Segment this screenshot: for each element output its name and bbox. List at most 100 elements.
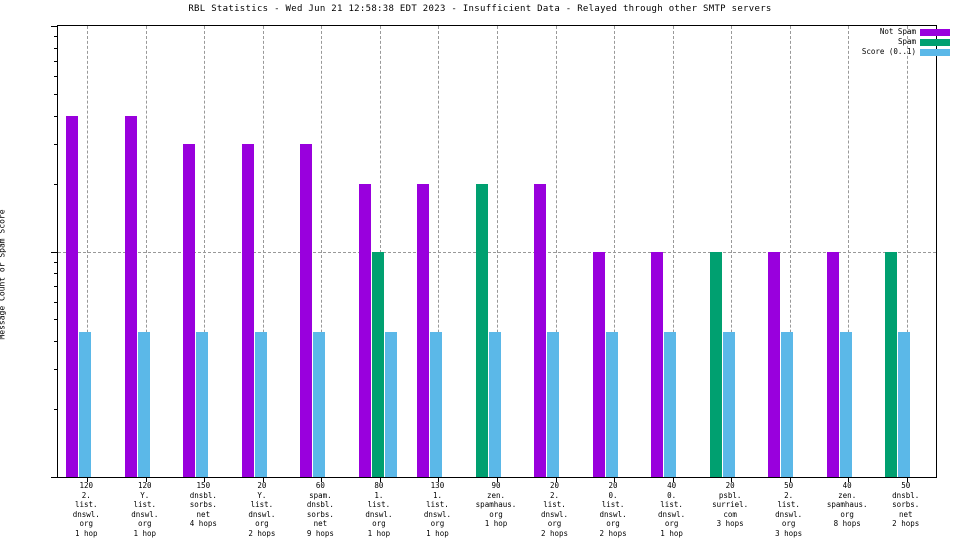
legend-swatch xyxy=(920,38,950,46)
gridline-vertical xyxy=(673,26,674,477)
bar-not-spam xyxy=(768,251,781,477)
y-tick-minor xyxy=(54,261,58,263)
gridline-vertical xyxy=(438,26,439,477)
gridline-vertical xyxy=(848,26,849,477)
y-axis-title: Message Count or Spam Score xyxy=(0,209,7,340)
gridline-vertical xyxy=(146,26,147,477)
bar-score xyxy=(547,331,560,477)
bar-score xyxy=(79,331,91,477)
bar-score xyxy=(196,331,209,477)
bar-not-spam xyxy=(826,251,839,477)
legend-label: Spam xyxy=(897,37,916,46)
legend-item: Score (0..1) xyxy=(862,47,950,57)
x-tick-label: 40 zen. spamhaus. org 8 hops xyxy=(826,481,868,528)
legend-swatch xyxy=(920,28,950,36)
x-tick xyxy=(848,477,849,482)
y-tick-minor xyxy=(54,286,58,288)
gridline-vertical xyxy=(321,26,322,477)
bar-not-spam xyxy=(241,143,254,477)
x-tick xyxy=(790,477,791,482)
x-tick-label: 50 dnsbl. sorbs. net 2 hops xyxy=(892,481,920,528)
gridline-vertical xyxy=(556,26,557,477)
x-tick-label: 90 zen. spamhaus. org 1 hop xyxy=(475,481,517,528)
gridline-vertical xyxy=(204,26,205,477)
x-tick-label: 20 2. list. dnswl. org 2 hops xyxy=(540,481,569,538)
x-tick xyxy=(146,477,147,482)
gridline-vertical xyxy=(731,26,732,477)
y-tick-minor xyxy=(54,60,58,62)
bar-score xyxy=(605,331,618,477)
y-tick-minor xyxy=(54,36,58,38)
x-tick xyxy=(731,477,732,482)
chart-legend: Not Spam Spam Score (0..1) xyxy=(862,27,950,57)
y-tick-minor xyxy=(54,183,58,185)
bar-score xyxy=(384,331,397,477)
y-tick-minor xyxy=(54,319,58,321)
bar-not-spam xyxy=(358,183,371,477)
y-tick-minor xyxy=(54,273,58,275)
bar-spam xyxy=(371,251,384,477)
bar-not-spam xyxy=(534,183,547,477)
y-tick-major xyxy=(51,477,58,478)
x-tick xyxy=(673,477,674,482)
x-tick-label: 120 2. list. dnswl. org 1 hop xyxy=(72,481,100,538)
bar-score xyxy=(664,331,677,477)
x-tick xyxy=(907,477,908,482)
bar-score xyxy=(430,331,443,477)
y-tick-minor xyxy=(54,341,58,343)
x-tick xyxy=(204,477,205,482)
x-tick-label: 120 Y. list. dnswl. org 1 hop xyxy=(131,481,159,538)
legend-item: Spam xyxy=(862,37,950,47)
bar-not-spam xyxy=(300,143,313,477)
x-tick xyxy=(380,477,381,482)
x-tick xyxy=(321,477,322,482)
gridline-vertical xyxy=(497,26,498,477)
x-tick xyxy=(87,477,88,482)
bar-score xyxy=(781,331,794,477)
bar-score xyxy=(898,331,911,477)
bar-score xyxy=(722,331,735,477)
gridline-vertical xyxy=(263,26,264,477)
gridline-vertical xyxy=(87,26,88,477)
bar-not-spam xyxy=(651,251,664,477)
legend-label: Not Spam xyxy=(879,27,916,36)
bar-not-spam xyxy=(592,251,605,477)
gridline-vertical xyxy=(790,26,791,477)
gridline-vertical xyxy=(907,26,908,477)
gridline-vertical xyxy=(614,26,615,477)
bar-spam xyxy=(885,251,898,477)
y-tick-minor xyxy=(54,76,58,78)
y-tick-minor xyxy=(54,47,58,49)
y-tick-major xyxy=(51,26,58,27)
bar-not-spam xyxy=(183,143,196,477)
x-tick xyxy=(556,477,557,482)
bar-spam xyxy=(475,183,488,477)
y-tick-minor xyxy=(54,143,58,145)
bar-spam xyxy=(709,251,722,477)
x-tick-label: 60 spam. dnsbl. sorbs. net 9 hops xyxy=(306,481,334,538)
legend-item: Not Spam xyxy=(862,27,950,37)
x-tick xyxy=(438,477,439,482)
y-tick-minor xyxy=(54,93,58,95)
chart-title: RBL Statistics - Wed Jun 21 12:58:38 EDT… xyxy=(188,4,772,14)
bar-not-spam xyxy=(124,115,137,477)
y-tick-minor xyxy=(54,115,58,117)
x-tick-label: 20 psbl. surriel. com 3 hops xyxy=(712,481,749,528)
bar-score xyxy=(839,331,852,477)
x-tick-label: 130 1. list. dnswl. org 1 hop xyxy=(423,481,451,538)
y-tick-minor xyxy=(54,409,58,411)
x-tick-label: 150 dnsbl. sorbs. net 4 hops xyxy=(189,481,217,528)
x-tick-label: 20 0. list. dnswl. org 2 hops xyxy=(599,481,627,538)
x-tick xyxy=(497,477,498,482)
legend-swatch xyxy=(920,48,950,56)
y-tick-major xyxy=(51,251,58,253)
x-tick-label: 40 0. list. dnswl. org 1 hop xyxy=(658,481,686,538)
x-tick-label: 20 Y. list. dnswl. org 2 hops xyxy=(248,481,276,538)
x-tick-label: 50 2. list. dnswl. org 3 hops xyxy=(775,481,803,538)
bar-score xyxy=(254,331,267,477)
x-tick-label: 80 1. list. dnswl. org 1 hop xyxy=(365,481,393,538)
x-tick xyxy=(263,477,264,482)
bar-score xyxy=(313,331,326,477)
y-tick-minor xyxy=(54,369,58,371)
